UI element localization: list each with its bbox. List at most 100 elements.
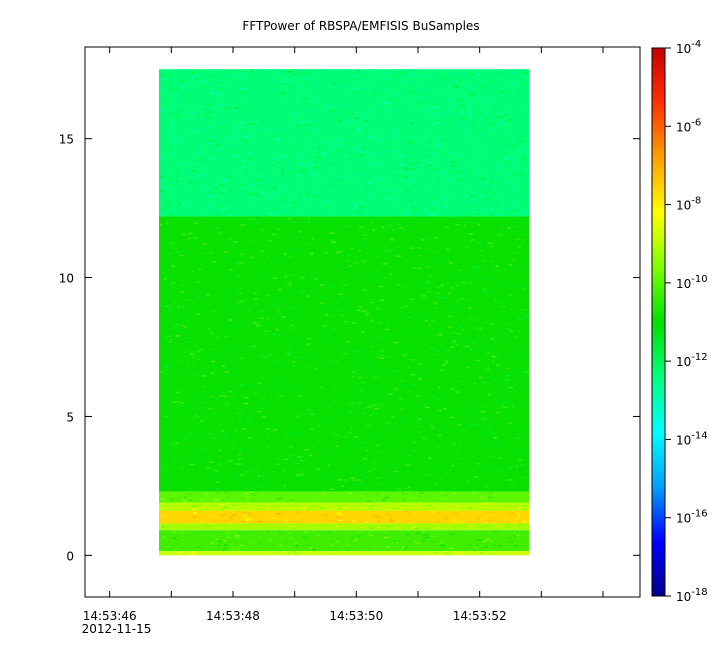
noise-speck [315, 528, 320, 530]
noise-speck [183, 353, 189, 355]
noise-speck [300, 276, 305, 279]
noise-speck [252, 321, 255, 323]
noise-speck [228, 390, 232, 393]
noise-speck [503, 269, 508, 271]
noise-speck [308, 163, 314, 166]
noise-speck [371, 143, 374, 145]
noise-speck [226, 333, 231, 336]
noise-speck [209, 139, 213, 141]
noise-speck [333, 400, 338, 402]
noise-speck [315, 368, 318, 370]
noise-speck [335, 503, 338, 505]
noise-speck [175, 248, 178, 250]
noise-speck [347, 225, 352, 227]
noise-speck [382, 109, 386, 112]
noise-speck [207, 347, 212, 349]
noise-speck [242, 514, 248, 517]
noise-speck [223, 240, 227, 242]
noise-speck [491, 450, 496, 452]
noise-speck [413, 449, 417, 452]
noise-speck [298, 329, 301, 332]
noise-speck [373, 140, 376, 142]
noise-speck [269, 138, 273, 140]
noise-speck [315, 80, 318, 82]
noise-speck [381, 499, 386, 501]
noise-speck [263, 70, 268, 73]
noise-speck [423, 494, 428, 496]
noise-speck [453, 198, 457, 200]
noise-speck [281, 83, 285, 85]
noise-speck [301, 91, 305, 94]
noise-speck [516, 408, 521, 411]
noise-speck [337, 71, 341, 74]
noise-speck [476, 96, 481, 99]
noise-speck [241, 135, 247, 138]
noise-speck [358, 447, 363, 449]
noise-speck [469, 469, 474, 471]
noise-speck [212, 275, 217, 278]
noise-speck [481, 193, 485, 195]
noise-speck [165, 345, 171, 348]
noise-speck [501, 121, 504, 123]
noise-speck [359, 111, 363, 113]
noise-speck [471, 239, 476, 241]
noise-speck [381, 517, 385, 520]
noise-speck [175, 380, 179, 383]
noise-speck [372, 152, 377, 154]
noise-speck [179, 291, 185, 293]
noise-speck [365, 186, 370, 188]
noise-speck [468, 348, 474, 350]
noise-speck [201, 375, 206, 377]
noise-speck [286, 283, 291, 285]
noise-speck [451, 406, 456, 408]
noise-speck [509, 294, 512, 296]
noise-speck [375, 197, 378, 200]
noise-speck [231, 512, 234, 515]
noise-speck [255, 119, 260, 121]
noise-speck [504, 380, 509, 383]
noise-speck [381, 81, 387, 83]
noise-speck [510, 438, 515, 440]
noise-speck [269, 281, 273, 284]
noise-speck [405, 464, 411, 466]
noise-speck [384, 120, 388, 122]
noise-speck [376, 403, 379, 405]
noise-speck [509, 526, 513, 529]
noise-speck [501, 406, 506, 408]
noise-speck [419, 118, 424, 120]
noise-speck [444, 205, 449, 208]
noise-speck [457, 99, 462, 101]
noise-speck [523, 505, 527, 507]
noise-speck [272, 261, 277, 264]
noise-speck [498, 364, 502, 366]
noise-speck [179, 178, 183, 181]
noise-speck [197, 461, 201, 464]
noise-speck [307, 79, 310, 82]
noise-speck [487, 352, 490, 355]
noise-speck [324, 338, 327, 340]
noise-speck [176, 189, 181, 192]
noise-speck [242, 428, 247, 430]
noise-speck [237, 350, 243, 352]
noise-speck [304, 133, 308, 136]
noise-speck [186, 299, 190, 302]
noise-speck [414, 193, 417, 196]
noise-speck [332, 249, 337, 251]
noise-speck [515, 358, 521, 361]
noise-speck [333, 193, 336, 195]
noise-speck [475, 476, 479, 478]
noise-speck [343, 155, 349, 158]
noise-speck [424, 202, 429, 204]
noise-speck [416, 368, 422, 371]
noise-speck [355, 545, 361, 547]
noise-speck [486, 464, 491, 466]
noise-speck [316, 80, 321, 82]
noise-speck [224, 289, 229, 292]
noise-speck [222, 365, 225, 367]
noise-speck [350, 113, 354, 116]
noise-speck [228, 292, 231, 295]
noise-speck [440, 121, 445, 124]
noise-speck [392, 142, 396, 144]
noise-speck [486, 351, 489, 354]
noise-speck [321, 181, 326, 183]
